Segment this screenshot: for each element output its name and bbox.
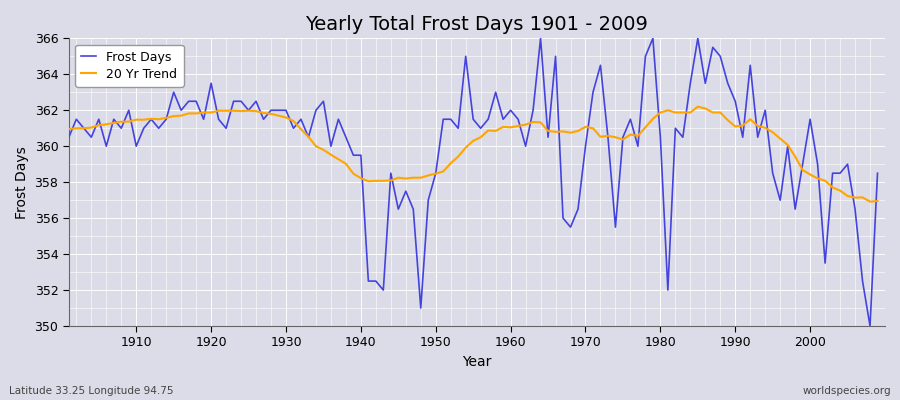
Frost Days xyxy=(498,117,508,122)
Text: Latitude 33.25 Longitude 94.75: Latitude 33.25 Longitude 94.75 xyxy=(9,386,174,396)
20 Yr Trend xyxy=(692,104,703,109)
Frost Days xyxy=(865,324,876,328)
20 Yr Trend xyxy=(288,119,299,124)
Frost Days xyxy=(333,117,344,122)
Frost Days xyxy=(536,36,546,41)
20 Yr Trend xyxy=(498,124,508,129)
20 Yr Trend xyxy=(333,157,344,162)
20 Yr Trend xyxy=(63,127,74,132)
20 Yr Trend xyxy=(872,198,883,203)
20 Yr Trend xyxy=(595,134,606,139)
Frost Days xyxy=(603,135,614,140)
Y-axis label: Frost Days: Frost Days xyxy=(15,146,29,218)
Frost Days xyxy=(872,171,883,176)
Line: 20 Yr Trend: 20 Yr Trend xyxy=(68,107,878,202)
Title: Yearly Total Frost Days 1901 - 2009: Yearly Total Frost Days 1901 - 2009 xyxy=(305,15,648,34)
Frost Days xyxy=(63,135,74,140)
Frost Days xyxy=(288,126,299,131)
X-axis label: Year: Year xyxy=(463,355,491,369)
20 Yr Trend xyxy=(505,125,516,130)
Legend: Frost Days, 20 Yr Trend: Frost Days, 20 Yr Trend xyxy=(75,44,184,87)
Frost Days xyxy=(123,108,134,113)
Frost Days xyxy=(505,108,516,113)
Text: worldspecies.org: worldspecies.org xyxy=(803,386,891,396)
20 Yr Trend xyxy=(865,199,876,204)
Line: Frost Days: Frost Days xyxy=(68,38,878,326)
20 Yr Trend xyxy=(123,119,134,124)
